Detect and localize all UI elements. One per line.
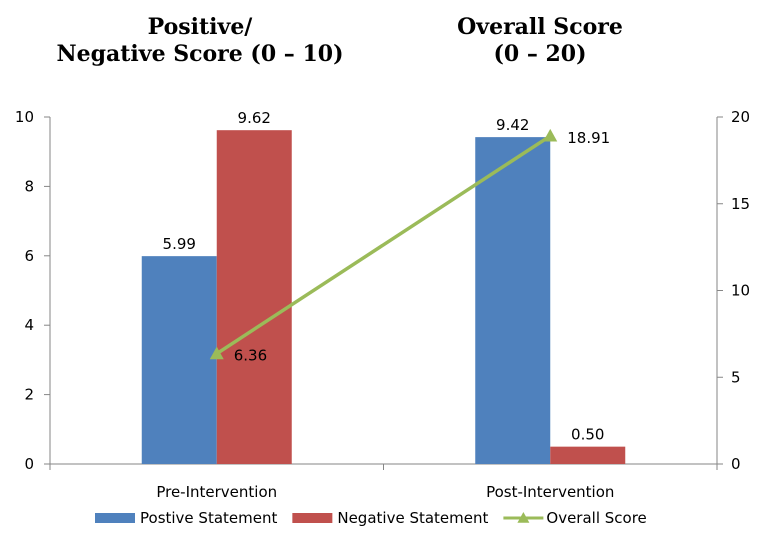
line-data-label: 6.36 (234, 347, 267, 365)
right-tick-label: 10 (731, 282, 750, 300)
left-axis-title: Positive/ Negative Score (0 – 10) (40, 14, 360, 68)
left-tick-label: 6 (24, 247, 34, 265)
x-category-label: Pre-Intervention (156, 483, 277, 501)
plot-area: 0 2 4 6 8 10 0 5 10 15 20 5.99 9.62 Pre-Intervention 9… (15, 108, 750, 501)
bar-data-label: 5.99 (163, 235, 196, 253)
legend: Postive Statement Negative Statement Overa… (95, 509, 647, 527)
legend-label: Negative Statement (337, 509, 488, 527)
bar-data-label: 0.50 (571, 426, 604, 444)
line-marker-triangle (209, 346, 224, 360)
bar (475, 137, 551, 464)
left-tick-label: 8 (24, 177, 34, 195)
legend-label: Overall Score (546, 509, 646, 527)
left-tick-label: 0 (24, 455, 34, 473)
right-axis-title-line1: Overall Score (457, 14, 623, 40)
legend-swatch (292, 513, 333, 523)
bar (216, 130, 292, 464)
line-marker-triangle (543, 128, 558, 142)
right-tick-label: 0 (731, 455, 741, 473)
right-axis-title-line2: (0 – 20) (493, 41, 587, 67)
legend-label: Postive Statement (140, 509, 277, 527)
left-axis-title-line1: Positive/ (147, 14, 253, 40)
left-tick-label: 2 (24, 386, 34, 404)
overall-score-line (215, 134, 552, 356)
right-tick-label: 15 (731, 195, 750, 213)
bar (141, 256, 217, 464)
left-axis-title-line2: Negative Score (0 – 10) (56, 41, 344, 67)
bar (550, 446, 626, 464)
left-tick-label: 4 (24, 316, 34, 334)
legend-marker-triangle (517, 512, 530, 523)
right-tick-label: 5 (731, 368, 741, 386)
bar-data-label: 9.62 (238, 109, 271, 127)
right-axis-title: Overall Score (0 – 20) (430, 14, 650, 68)
left-tick-label: 10 (15, 108, 34, 126)
right-tick-label: 20 (731, 108, 750, 126)
x-category-label: Post-Intervention (486, 483, 614, 501)
legend-swatch (95, 513, 135, 523)
bar-data-label: 9.42 (496, 116, 529, 134)
line-data-label: 18.91 (567, 129, 610, 147)
